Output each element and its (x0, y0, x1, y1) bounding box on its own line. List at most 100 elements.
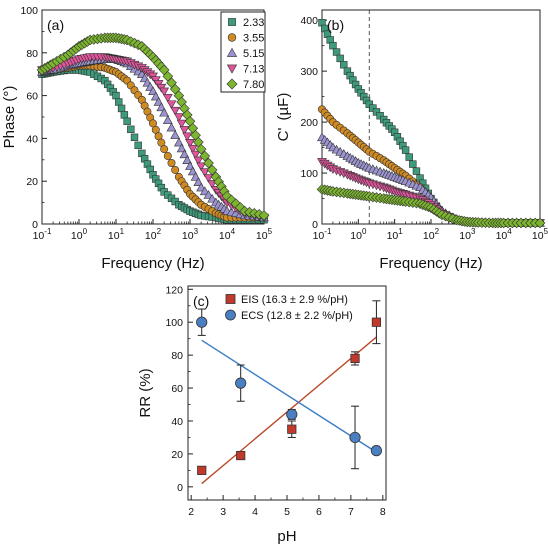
panel-c-legend-marker (225, 309, 236, 321)
panel-a-data-point (182, 132, 193, 142)
panel-a-x-tick-exponent: 2 (157, 227, 162, 236)
panel-b-x-tick-base: 10 (387, 230, 399, 242)
panel-c-legend: EIS (16.3 ± 2.9 %/pH) ECS (12.8 ± 2.2 %/p… (225, 294, 353, 322)
panel-a-data-point (167, 159, 176, 168)
panel-a-data-point (173, 137, 184, 147)
panel-a-data-point (162, 115, 173, 124)
panel-a-x-tick-label: 10-1 (33, 227, 52, 242)
panel-a-data-point (203, 174, 214, 184)
panel-b-x-tick-exponent: 2 (435, 227, 440, 236)
panel-a-legend-label: 7.13 (243, 64, 264, 76)
panel-b-x-tick-label: 102 (423, 227, 440, 242)
panel-c-y-ticks: 0 20 40 60 80 100 120 (165, 284, 193, 494)
panel-c-x-tick-label: 4 (252, 506, 258, 518)
panel-a-x-tick-base: 10 (145, 230, 157, 242)
panel-b-data-point (401, 146, 410, 154)
panel-a-data-point (199, 150, 211, 162)
panel-a-x-tick-base: 10 (108, 230, 120, 242)
panel-c-x-tick-label: 6 (316, 506, 322, 518)
panel-a-y-tick-label: 80 (26, 48, 38, 60)
panel-a-x-tick-exponent: 0 (83, 227, 88, 236)
panel-c-x-tick-label: 7 (348, 506, 354, 518)
panel-a-data-point (159, 107, 170, 117)
panel-c-legend-label: EIS (16.3 ± 2.9 %/pH) (241, 294, 348, 306)
panel-c-x-tick-label: 5 (284, 506, 290, 518)
panel-b-x-tick-base: 10 (350, 230, 362, 242)
panel-b-x-tick-exponent: 3 (471, 227, 476, 236)
panel-c-series (196, 308, 383, 470)
panel-c-series (197, 300, 382, 485)
panel-c-y-tick-label: 0 (177, 482, 183, 494)
panel-a-x-tick-exponent: 3 (194, 227, 199, 236)
panel-c-y-tick-label: 100 (165, 317, 183, 329)
panel-b-data-point (405, 153, 413, 161)
panel-c-x-tick-label: 3 (220, 506, 226, 518)
panel-c-label: (c) (193, 293, 209, 309)
panel-a-data-point (166, 100, 177, 110)
panel-a-legend-marker (226, 47, 238, 57)
panel-a-data-point (171, 165, 180, 174)
panel-b-y-axis-unit: (µF) (275, 93, 292, 121)
panel-a-legend-label: 2.33 (243, 17, 264, 29)
panel-a-x-tick-label: 103 (182, 227, 199, 242)
panel-a-legend-marker (227, 33, 237, 42)
panel-c-data-point (287, 424, 297, 434)
panel-a-data-point (170, 130, 181, 139)
panel-b-x-tick-base: 10 (459, 230, 471, 242)
panel-b-x-tick-label: 103 (459, 227, 476, 242)
panel-c-fit-line (201, 339, 377, 453)
panel-a-series (36, 32, 270, 221)
panel-b-x-tick-label: 105 (532, 227, 548, 242)
panel-a-x-tick-label: 102 (145, 227, 162, 242)
panel-b-x-ticks: 10-1 100 101 102 103 104 105 (313, 219, 548, 242)
panel-a-data-point (206, 164, 218, 176)
panel-b-x-tick-exponent: 1 (398, 227, 403, 236)
panel-a-data-point (203, 157, 214, 169)
panel-a-data-point (115, 98, 123, 106)
panel-c-data-point (236, 450, 246, 461)
panel-a-data-point (163, 152, 172, 161)
panel-a-y-axis-title: Phase (°) (1, 86, 18, 149)
panel-a-data-point (179, 126, 190, 135)
panel-a-data-point (199, 168, 210, 178)
panel-c-x-ticks: 2 3 4 5 6 7 8 (188, 495, 386, 518)
panel-b-x-tick-exponent: -1 (324, 227, 332, 236)
panel-b-data-point (332, 48, 341, 56)
panel-a-x-tick-label: 100 (71, 227, 88, 242)
panel-a-x-ticks: 10-1 100 101 102 103 104 105 (33, 219, 273, 242)
panel-a-legend-label: 3.55 (243, 33, 264, 45)
panel-b-x-tick-base: 10 (313, 230, 325, 242)
panel-b-y-axis-title: C' (µF) (275, 93, 292, 142)
panel-c-y-tick-label: 40 (171, 416, 183, 428)
panel-c-data-point (235, 377, 247, 389)
panel-b-data-point (534, 217, 546, 229)
panel-b-data-point (340, 61, 348, 69)
panel-a-x-tick-exponent: 4 (231, 227, 236, 236)
panel-a-data-point (127, 125, 135, 134)
panel-b-x-tick-base: 10 (496, 230, 508, 242)
panel-a-data-point (193, 156, 204, 166)
panel-a-legend-label: 5.15 (243, 48, 264, 60)
panel-a-data-point (179, 149, 190, 159)
panel-a-y-tick-label: 40 (26, 133, 38, 145)
panel-b-data-point (409, 160, 417, 168)
panel-b-marks (316, 10, 546, 229)
panel-a-data-point (134, 141, 142, 150)
panel-a-data-point (170, 106, 181, 116)
panel-a-x-tick-exponent: 1 (120, 227, 125, 236)
panel-c-data-point (350, 353, 360, 364)
panel-c-x-axis-title: pH (277, 528, 296, 545)
panel-a-data-point (166, 122, 177, 132)
panel-c: 2 3 4 5 6 7 8 0 20 40 60 80 100 120 (c) pH RR (%) EI… (137, 284, 387, 545)
panel-a-data-point (117, 104, 126, 113)
panel-a-y-tick-label: 20 (26, 176, 38, 188)
panel-a-data-point (176, 143, 187, 153)
panel-a-x-tick-label: 101 (108, 227, 125, 242)
panel-a-x-tick-base: 10 (33, 230, 45, 242)
panel-c-y-tick-label: 60 (171, 383, 183, 395)
panel-b-y-ticks: 0 100 200 300 400 (300, 15, 327, 231)
panel-a-label: (a) (47, 17, 64, 33)
panel-a-data-point (185, 138, 195, 148)
panel-b-series (316, 184, 546, 229)
